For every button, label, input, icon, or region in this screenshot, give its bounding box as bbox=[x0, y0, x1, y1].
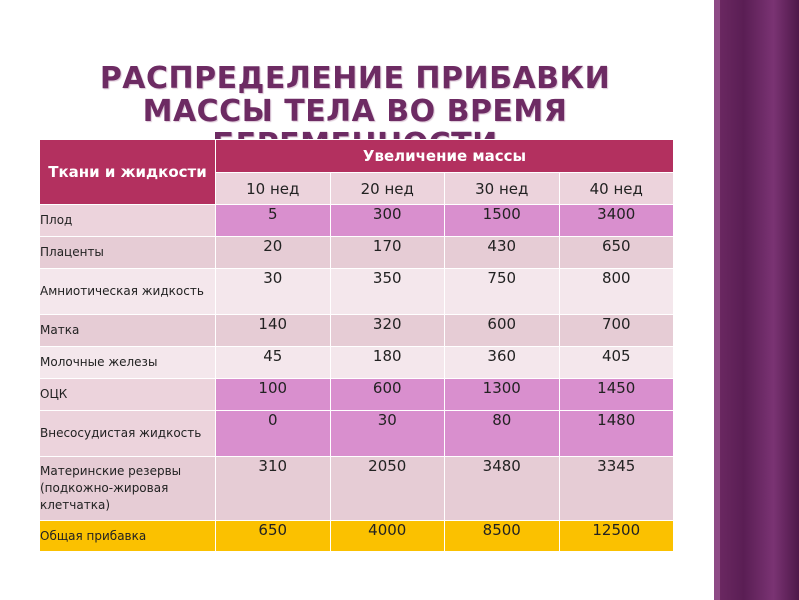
table-cell: 80 bbox=[444, 410, 560, 457]
table-cell: 45 bbox=[215, 346, 331, 379]
table-cell: 100 bbox=[215, 378, 331, 411]
header-mass-increase: Увеличение массы bbox=[214, 139, 675, 173]
table-row: Молочные железы 45 180 360 405 bbox=[39, 346, 675, 379]
table-cell: 2050 bbox=[329, 456, 445, 521]
table-cell: 5 bbox=[215, 204, 331, 237]
table-cell: 30 bbox=[329, 410, 445, 457]
row-label: Матка bbox=[39, 314, 216, 347]
table-cell: 750 bbox=[444, 268, 560, 315]
table-cell: 650 bbox=[558, 236, 675, 269]
row-label: Материнские резервы (подкожно-жировая кл… bbox=[39, 456, 216, 521]
header-week: 10 нед bbox=[215, 172, 331, 205]
table-row: Внесосудистая жидкость 0 30 80 1480 bbox=[39, 410, 675, 457]
table-cell: 1500 bbox=[444, 204, 560, 237]
row-label: Общая прибавка bbox=[39, 520, 216, 552]
row-label: Молочные железы bbox=[39, 346, 216, 379]
row-label: Плод bbox=[39, 204, 216, 237]
table-cell: 300 bbox=[329, 204, 445, 237]
table-row: Плод 5 300 1500 3400 bbox=[39, 204, 675, 237]
weight-gain-table: Ткани и жидкости Увеличение массы 10 нед… bbox=[39, 139, 675, 552]
table-cell: 170 bbox=[329, 236, 445, 269]
table-cell: 20 bbox=[215, 236, 331, 269]
row-label: ОЦК bbox=[39, 378, 216, 411]
table-row-total: Общая прибавка 650 4000 8500 12500 bbox=[39, 520, 675, 552]
table-cell: 12500 bbox=[558, 520, 675, 552]
table-cell: 8500 bbox=[444, 520, 560, 552]
table-cell: 3480 bbox=[444, 456, 560, 521]
table-cell: 0 bbox=[215, 410, 331, 457]
table-cell: 1480 bbox=[558, 410, 675, 457]
table-cell: 700 bbox=[558, 314, 675, 347]
table-cell: 800 bbox=[558, 268, 675, 315]
table-cell: 320 bbox=[329, 314, 445, 347]
table-row: Плаценты 20 170 430 650 bbox=[39, 236, 675, 269]
row-label: Внесосудистая жидкость bbox=[39, 410, 216, 457]
header-tissues: Ткани и жидкости bbox=[39, 139, 216, 205]
table-cell: 405 bbox=[558, 346, 675, 379]
row-label: Амниотическая жидкость bbox=[39, 268, 216, 315]
table-row: ОЦК 100 600 1300 1450 bbox=[39, 378, 675, 411]
table-cell: 3345 bbox=[558, 456, 675, 521]
table-cell: 600 bbox=[329, 378, 445, 411]
table-cell: 180 bbox=[329, 346, 445, 379]
row-label: Плаценты bbox=[39, 236, 216, 269]
table-row: Амниотическая жидкость 30 350 750 800 bbox=[39, 268, 675, 315]
table-cell: 1300 bbox=[444, 378, 560, 411]
table-cell: 1450 bbox=[558, 378, 675, 411]
table-cell: 350 bbox=[329, 268, 445, 315]
header-week: 40 нед bbox=[558, 172, 675, 205]
table-cell: 4000 bbox=[329, 520, 445, 552]
table-cell: 310 bbox=[215, 456, 331, 521]
table-cell: 360 bbox=[444, 346, 560, 379]
table-cell: 430 bbox=[444, 236, 560, 269]
decorative-side-band bbox=[714, 0, 799, 600]
table-cell: 600 bbox=[444, 314, 560, 347]
table-row: Материнские резервы (подкожно-жировая кл… bbox=[39, 456, 675, 521]
table-row: Матка 140 320 600 700 bbox=[39, 314, 675, 347]
header-week: 30 нед bbox=[444, 172, 560, 205]
table-cell: 140 bbox=[215, 314, 331, 347]
table-cell: 650 bbox=[215, 520, 331, 552]
header-week: 20 нед bbox=[329, 172, 445, 205]
table-cell: 3400 bbox=[558, 204, 675, 237]
table-cell: 30 bbox=[215, 268, 331, 315]
